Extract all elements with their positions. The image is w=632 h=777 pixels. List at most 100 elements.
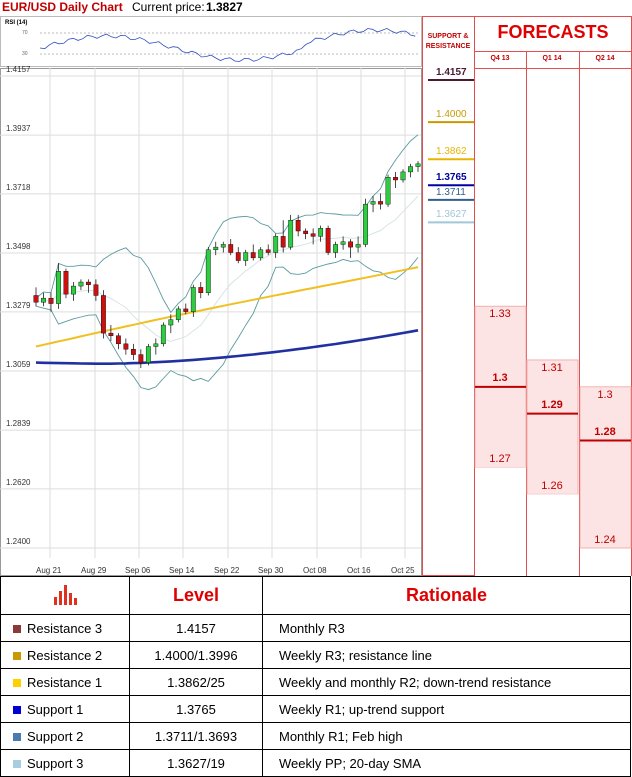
- x-tick-label: Oct 08: [303, 566, 327, 575]
- forecast-below: [527, 494, 578, 576]
- row-name: Resistance 2: [27, 647, 103, 663]
- candle-body: [93, 284, 99, 296]
- row-name-cell: Resistance 3: [0, 614, 130, 642]
- x-tick-label: Oct 25: [391, 566, 415, 575]
- rsi-line: [39, 27, 416, 62]
- candle-body: [78, 281, 84, 287]
- candle-body: [303, 230, 309, 234]
- forecast-mid-label: 1.28: [594, 425, 616, 438]
- candle-body: [130, 349, 136, 355]
- color-swatch-icon: [13, 706, 21, 715]
- table-row: Resistance 1 1.3862/25 Weekly and monthly …: [0, 668, 631, 696]
- candle-body: [145, 346, 151, 363]
- color-swatch-icon: [13, 625, 21, 634]
- row-level: 1.3711/1.3693: [129, 722, 263, 750]
- candle-body: [333, 244, 339, 253]
- candle-body: [108, 332, 114, 336]
- row-name-cell: Support 3: [0, 749, 130, 777]
- price-chart: [0, 68, 422, 576]
- candle-body: [288, 220, 294, 248]
- candle-body: [250, 252, 256, 259]
- color-swatch-icon: [13, 733, 21, 742]
- bollinger-upper: [35, 134, 419, 314]
- rsi-tick-70: 70: [22, 30, 28, 36]
- candle-body: [101, 295, 106, 334]
- row-level: 1.4000/1.3996: [129, 641, 263, 669]
- row-rationale: Weekly PP; 20-day SMA: [262, 749, 631, 777]
- candle-body: [198, 287, 204, 293]
- level-label: 1.3765: [436, 172, 467, 184]
- candle-body: [48, 297, 54, 304]
- candle-body: [41, 297, 46, 303]
- y-tick-label: 1.3937: [6, 124, 31, 134]
- candle-body: [56, 271, 61, 304]
- forecast-mid-label: 1.29: [541, 398, 563, 411]
- forecast-below: [475, 467, 526, 576]
- row-rationale: Monthly R1; Feb high: [262, 722, 631, 750]
- level-label: 1.4157: [436, 67, 467, 78]
- support-resistance-header: SUPPORT & RESISTANCE: [425, 33, 471, 50]
- row-name-cell: Resistance 1: [0, 668, 130, 696]
- row-level: 1.3627/19: [129, 749, 263, 777]
- candle-body: [385, 177, 391, 205]
- y-tick-label: 1.2400: [6, 537, 31, 546]
- candle-body: [63, 271, 69, 295]
- row-level: 1.3862/25: [129, 668, 263, 696]
- row-name: Support 1: [27, 701, 84, 717]
- candle-body: [123, 343, 129, 350]
- x-tick-label: Sep 30: [258, 566, 284, 575]
- candle-body: [213, 246, 219, 251]
- rsi-label: RSI (14): [5, 20, 28, 26]
- table-icon-cell: [0, 576, 130, 615]
- candle-body: [153, 343, 159, 347]
- rationale-column-header: Rationale: [262, 576, 631, 615]
- candle-body: [258, 249, 264, 259]
- current-price-value: 1.3827: [206, 0, 243, 14]
- forecast-high-label: 1.31: [541, 361, 563, 374]
- color-swatch-icon: [13, 679, 21, 688]
- candle-body: [220, 244, 226, 248]
- row-name: Resistance 1: [27, 674, 103, 690]
- row-name-cell: Resistance 2: [0, 641, 130, 669]
- candle-body: [235, 252, 241, 261]
- candle-body: [408, 166, 413, 173]
- forecast-range: [579, 386, 632, 549]
- rsi-tick-30: 30: [22, 51, 28, 57]
- candle-body: [310, 233, 316, 237]
- candle-body: [71, 285, 76, 295]
- level-label: 1.4000: [436, 109, 467, 121]
- row-rationale: Weekly R3; resistance line: [262, 641, 631, 669]
- table-row: Resistance 3 1.4157 Monthly R3: [0, 614, 631, 642]
- row-rationale: Weekly R1; up-trend support: [262, 695, 631, 723]
- x-tick-label: Sep 14: [169, 566, 195, 575]
- row-level: 1.3765: [129, 695, 263, 723]
- forecast-high-label: 1.33: [489, 308, 511, 321]
- candle-body: [273, 236, 279, 253]
- candle-body: [348, 241, 353, 248]
- row-name-cell: Support 2: [0, 722, 130, 750]
- candle-body: [355, 244, 361, 248]
- y-tick-label: 1.3279: [6, 300, 31, 310]
- candle-body: [86, 281, 91, 285]
- forecast-low-label: 1.27: [489, 453, 511, 466]
- candle-body: [183, 308, 189, 312]
- row-level: 1.4157: [129, 614, 263, 642]
- table-row: Resistance 2 1.4000/1.3996 Weekly R3; resi…: [0, 641, 631, 669]
- forecasts-header: FORECASTS: [497, 22, 609, 42]
- candle-body: [393, 177, 398, 181]
- y-tick-label: 1.2839: [6, 419, 31, 429]
- forecast-low-label: 1.26: [541, 480, 563, 493]
- sma-50-line: [35, 266, 419, 348]
- x-tick-label: Sep 22: [214, 566, 240, 575]
- x-tick-label: Sep 06: [125, 566, 151, 575]
- candle-body: [370, 201, 376, 205]
- candle-body: [33, 295, 39, 303]
- table-row: Support 2 1.3711/1.3693 Monthly R1; Feb hi…: [0, 722, 631, 750]
- candle-body: [415, 163, 421, 167]
- current-price-label: Current price:: [132, 0, 205, 14]
- candle-body: [400, 171, 406, 181]
- bar-chart-icon: [54, 585, 77, 605]
- candle-body: [340, 241, 346, 245]
- candle-body: [295, 220, 301, 232]
- candle-body: [325, 228, 331, 253]
